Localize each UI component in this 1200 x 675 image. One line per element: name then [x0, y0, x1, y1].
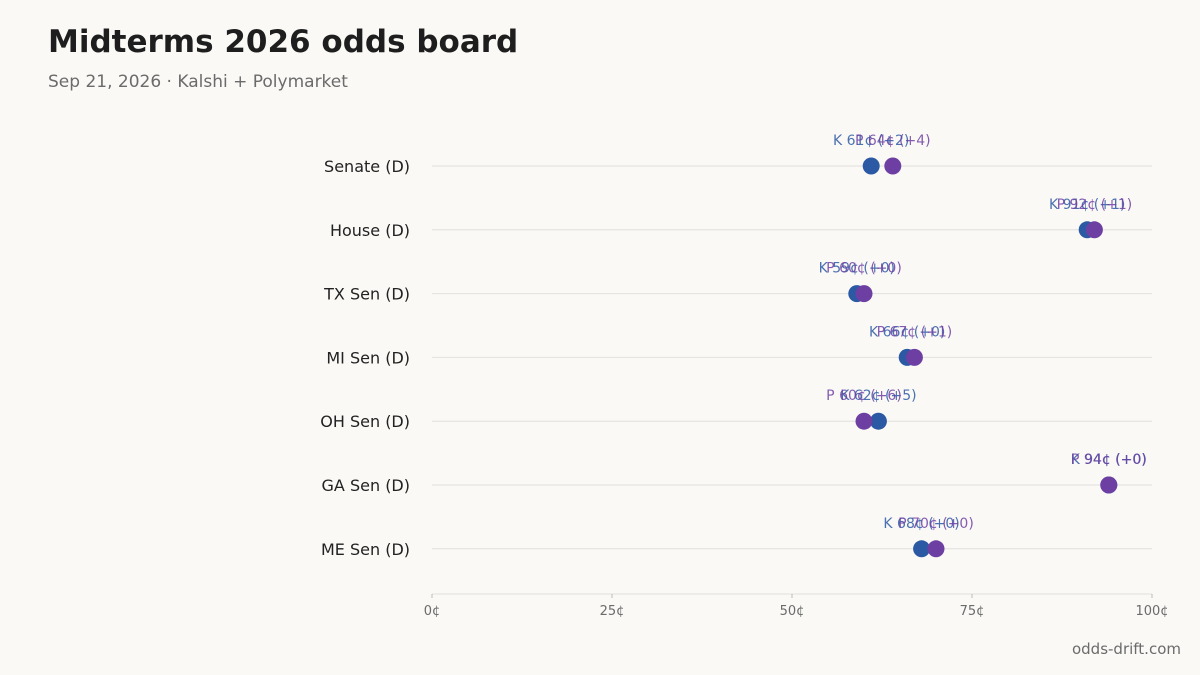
polymarket-data-label: P 70¢ (+0) — [898, 516, 974, 532]
kalshi-point — [913, 540, 931, 558]
category-label: Senate (D) — [324, 157, 410, 176]
polymarket-data-label: P 67¢ (+1) — [877, 324, 953, 340]
page-subtitle: Sep 21, 2026 · Kalshi + Polymarket — [48, 72, 348, 92]
x-tick-label: 100¢ — [1135, 604, 1168, 619]
category-label: ME Sen (D) — [321, 540, 410, 559]
kalshi-data-label: K 61¢ (+2) — [833, 133, 909, 149]
x-tick-label: 75¢ — [960, 604, 985, 619]
polymarket-point — [855, 285, 873, 303]
kalshi-data-label: K 59¢ (+0) — [819, 261, 895, 277]
x-tick-label: 25¢ — [600, 604, 625, 619]
polymarket-point — [855, 412, 873, 430]
polymarket-data-label: P 60¢ (+6) — [826, 388, 902, 404]
x-tick-label: 50¢ — [780, 604, 805, 619]
polymarket-point — [927, 540, 945, 558]
kalshi-data-label: K 62¢ (+5) — [840, 388, 916, 404]
source-credit: odds-drift.com — [1071, 640, 1181, 658]
kalshi-point — [869, 412, 887, 430]
kalshi-data-label: K 94¢ (+0) — [1071, 452, 1147, 468]
polymarket-data-label: P 64¢ (+4) — [855, 133, 931, 149]
kalshi-data-label: K 66¢ (+0) — [869, 324, 945, 340]
polymarket-point — [884, 157, 902, 175]
category-label: OH Sen (D) — [320, 412, 410, 431]
category-label: GA Sen (D) — [322, 476, 410, 495]
page-title: Midterms 2026 odds board — [48, 24, 519, 60]
polymarket-point — [1100, 476, 1118, 494]
kalshi-data-label: K 91¢ (+1) — [1049, 197, 1125, 213]
category-label: MI Sen (D) — [326, 348, 410, 367]
x-tick-label: 0¢ — [424, 604, 441, 619]
polymarket-point — [905, 348, 923, 366]
polymarket-data-label: P 60¢ (+0) — [826, 261, 902, 277]
polymarket-data-label: P 94¢ (+0) — [1071, 452, 1147, 468]
polymarket-data-label: P 92¢ (+1) — [1057, 197, 1133, 213]
category-label: TX Sen (D) — [323, 285, 410, 304]
kalshi-point — [862, 157, 880, 175]
kalshi-data-label: K 68¢ (+0) — [883, 516, 959, 532]
polymarket-point — [1085, 221, 1103, 239]
category-label: House (D) — [330, 221, 410, 240]
